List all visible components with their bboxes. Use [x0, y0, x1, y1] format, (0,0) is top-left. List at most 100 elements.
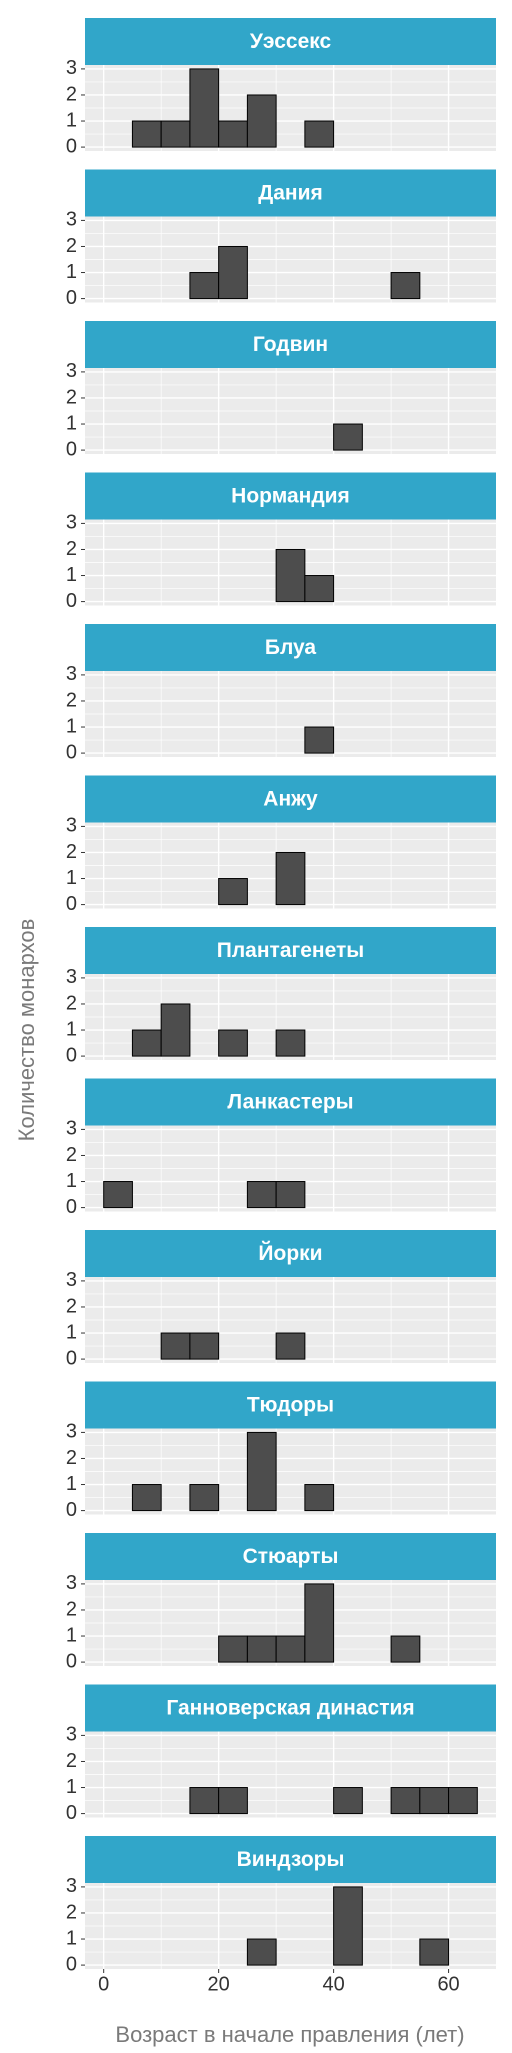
facet-title: Стюарты [243, 1545, 339, 1568]
facet-title: Нормандия [231, 485, 350, 508]
bar [246, 1181, 277, 1209]
y-tick-label: 0 [66, 893, 77, 915]
bar [246, 1938, 277, 1966]
y-tick-label: 1 [66, 1018, 77, 1040]
y-tick-label: 1 [66, 1927, 77, 1949]
y-tick-label: 3 [66, 1572, 77, 1594]
bar [218, 878, 248, 906]
y-tick-label: 3 [66, 1724, 77, 1746]
bar [218, 120, 248, 148]
bar [275, 1029, 306, 1057]
bar [419, 1938, 450, 1966]
y-tick-label: 2 [66, 841, 77, 863]
bar [304, 575, 335, 603]
facet-strip [85, 1381, 496, 1429]
y-tick-label: 0 [66, 1044, 77, 1066]
y-tick-label: 1 [66, 1473, 77, 1495]
y-tick-label: 3 [66, 663, 77, 685]
facet-title: Уэссекс [250, 30, 332, 53]
y-tick-label: 2 [66, 386, 77, 408]
y-tick-label: 0 [66, 741, 77, 763]
y-tick-label: 2 [66, 992, 77, 1014]
y-tick-label: 3 [66, 966, 77, 988]
facet-strip [85, 1836, 496, 1883]
y-tick-label: 1 [66, 109, 77, 131]
facet-strip [85, 1684, 496, 1732]
y-tick-label: 2 [66, 1901, 77, 1923]
y-tick-label: 0 [66, 1650, 77, 1672]
y-tick-label: 0 [66, 1347, 77, 1369]
y-tick-label: 1 [66, 261, 77, 283]
y-tick-label: 3 [66, 512, 77, 534]
bar [390, 272, 421, 300]
bar [189, 68, 220, 148]
y-tick-label: 1 [66, 1170, 77, 1192]
bar [304, 726, 335, 754]
x-tick-label: 20 [208, 1973, 230, 1995]
facet-title: Тюдоры [247, 1394, 334, 1417]
bar [160, 120, 191, 148]
bar [333, 1787, 363, 1815]
y-tick-label: 0 [66, 1196, 77, 1218]
bar [218, 1787, 248, 1815]
y-tick-label: 0 [66, 438, 77, 460]
bar [304, 1583, 335, 1663]
bar [448, 1787, 478, 1815]
y-tick-label: 0 [66, 1802, 77, 1824]
bar [189, 1787, 220, 1815]
bar [189, 272, 220, 300]
facet-strip [85, 18, 496, 65]
bar [246, 94, 277, 148]
facet-title: Анжу [263, 788, 318, 811]
y-tick-label: 1 [66, 1776, 77, 1798]
facet-title: Виндзоры [237, 1848, 345, 1871]
bar [160, 1332, 191, 1360]
y-tick-label: 2 [66, 1750, 77, 1772]
bar [189, 1332, 220, 1360]
bar [304, 120, 335, 148]
y-tick-label: 1 [66, 1624, 77, 1646]
y-tick-label: 2 [66, 1598, 77, 1620]
facet-title: Ганноверская династия [166, 1697, 414, 1720]
bar [390, 1787, 421, 1815]
facet-strip [85, 927, 496, 974]
facet-title: Блуа [265, 636, 317, 659]
y-tick-label: 0 [66, 287, 77, 309]
facet-strip [85, 169, 496, 217]
x-tick-label: 0 [98, 1973, 109, 1995]
facet-strip [85, 624, 496, 671]
facet-strip [85, 1078, 496, 1126]
x-tick-label: 40 [322, 1973, 344, 1995]
y-tick-label: 3 [66, 209, 77, 231]
bar [218, 1635, 248, 1663]
y-tick-label: 1 [66, 715, 77, 737]
bar [218, 1029, 248, 1057]
y-axis-title: Количество монархов [14, 919, 39, 1142]
y-tick-label: 1 [66, 564, 77, 586]
bar [333, 1886, 363, 1966]
y-tick-label: 2 [66, 1144, 77, 1166]
bar [275, 1181, 306, 1209]
y-tick-label: 3 [66, 360, 77, 382]
bar [275, 1332, 306, 1360]
facet-title: Плантагенеты [217, 939, 365, 962]
y-tick-label: 2 [66, 235, 77, 257]
bar [275, 851, 306, 906]
y-tick-label: 2 [66, 689, 77, 711]
bar [246, 1635, 277, 1663]
x-tick-label: 60 [437, 1973, 459, 1995]
facet-strip [85, 775, 496, 823]
bar [131, 1029, 162, 1057]
bar [103, 1181, 133, 1209]
y-tick-label: 1 [66, 1321, 77, 1343]
y-tick-label: 3 [66, 1421, 77, 1443]
y-tick-label: 2 [66, 1447, 77, 1469]
facet-strip [85, 1533, 496, 1580]
y-tick-label: 1 [66, 867, 77, 889]
bar [275, 1635, 306, 1663]
facet-title: Йорки [258, 1241, 322, 1265]
y-tick-label: 2 [66, 1295, 77, 1317]
y-tick-label: 3 [66, 57, 77, 79]
